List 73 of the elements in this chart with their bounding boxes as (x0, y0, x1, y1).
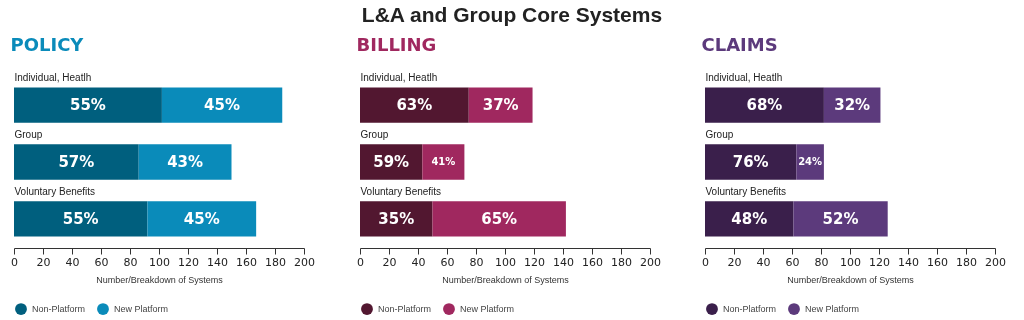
annotation: 57% (58, 153, 95, 171)
annotation: 55% (62, 209, 99, 228)
annotation: 63% (395, 96, 432, 115)
chart-title: BILLING (356, 33, 436, 55)
x-tick-label: 120 (869, 255, 890, 269)
x-tick-label: 0 (356, 255, 364, 269)
x-axis-title: Number/Breakdown of Systems (441, 274, 569, 285)
x-tick-label: 20 (727, 255, 742, 269)
y-tick-label: Voluntary Benefits (360, 186, 441, 198)
x-tick-label: 20 (36, 255, 51, 269)
x-tick-label: 60 (785, 255, 800, 269)
x-axis-title: Number/Breakdown of Systems (787, 274, 915, 285)
chart-title: POLICY (10, 33, 85, 55)
x-tick-label: 140 (552, 255, 574, 269)
x-tick-label: 0 (702, 255, 709, 269)
x-tick-label: 200 (294, 255, 315, 269)
annotation: 37% (482, 96, 519, 115)
annotation: 35% (377, 209, 414, 228)
annotation: 59% (372, 153, 409, 171)
annotation: 55% (70, 96, 106, 115)
annotation: 45% (183, 209, 220, 228)
x-tick-label: 120 (178, 255, 199, 269)
x-tick-label: 200 (639, 255, 661, 269)
y-tick-label: Group (14, 129, 43, 141)
x-tick-label: 80 (814, 255, 829, 269)
x-tick-label: 60 (440, 255, 454, 269)
legend-label: New Platform (459, 304, 514, 315)
x-tick-label: 80 (469, 255, 483, 269)
y-tick-label: Voluntary Benefits (705, 186, 787, 198)
annotation: 41% (430, 156, 455, 167)
x-tick-label: 180 (956, 255, 977, 269)
x-tick-label: 180 (610, 255, 632, 269)
legend-label: New Platform (114, 304, 169, 315)
x-tick-label: 180 (265, 255, 286, 269)
legend-label: Non-Platform (32, 304, 86, 315)
y-tick-label: Individual, Heatlh (14, 72, 92, 84)
annotation: 32% (834, 96, 871, 115)
y-tick-label: Individual, Heatlh (360, 72, 437, 84)
y-tick-label: Voluntary Benefits (14, 186, 96, 198)
y-tick-label: Group (705, 129, 734, 141)
chart-title: CLAIMS (701, 33, 778, 55)
x-tick-label: 80 (123, 255, 138, 269)
annotation: 65% (480, 209, 517, 228)
x-tick-label: 100 (840, 255, 861, 269)
x-tick-label: 140 (207, 255, 228, 269)
text: L&A and Group Core Systems (360, 2, 664, 28)
x-tick-label: 160 (236, 255, 257, 269)
x-tick-label: 120 (523, 255, 545, 269)
x-tick-label: 20 (382, 255, 396, 269)
annotation: 43% (167, 153, 204, 171)
x-tick-label: 160 (927, 255, 948, 269)
annotation: 76% (732, 153, 769, 171)
x-tick-label: 40 (65, 255, 80, 269)
x-tick-label: 140 (898, 255, 919, 269)
x-tick-label: 100 (494, 255, 516, 269)
annotation: 48% (731, 209, 768, 228)
legend-label: New Platform (805, 304, 860, 315)
annotation: 45% (204, 96, 241, 115)
x-tick-label: 100 (149, 255, 170, 269)
x-tick-label: 60 (94, 255, 109, 269)
legend-label: Non-Platform (723, 304, 777, 315)
x-tick-label: 40 (411, 255, 425, 269)
annotation: 24% (798, 156, 823, 167)
x-tick-label: 40 (756, 255, 771, 269)
x-tick-label: 0 (11, 255, 18, 269)
x-tick-label: 160 (581, 255, 603, 269)
x-axis-title: Number/Breakdown of Systems (96, 274, 224, 285)
legend-label: Non-Platform (377, 304, 431, 315)
annotation: 52% (822, 209, 859, 228)
annotation: 68% (746, 96, 783, 115)
x-tick-label: 200 (985, 255, 1006, 269)
y-tick-label: Group (360, 129, 389, 141)
y-tick-label: Individual, Heatlh (705, 72, 783, 84)
